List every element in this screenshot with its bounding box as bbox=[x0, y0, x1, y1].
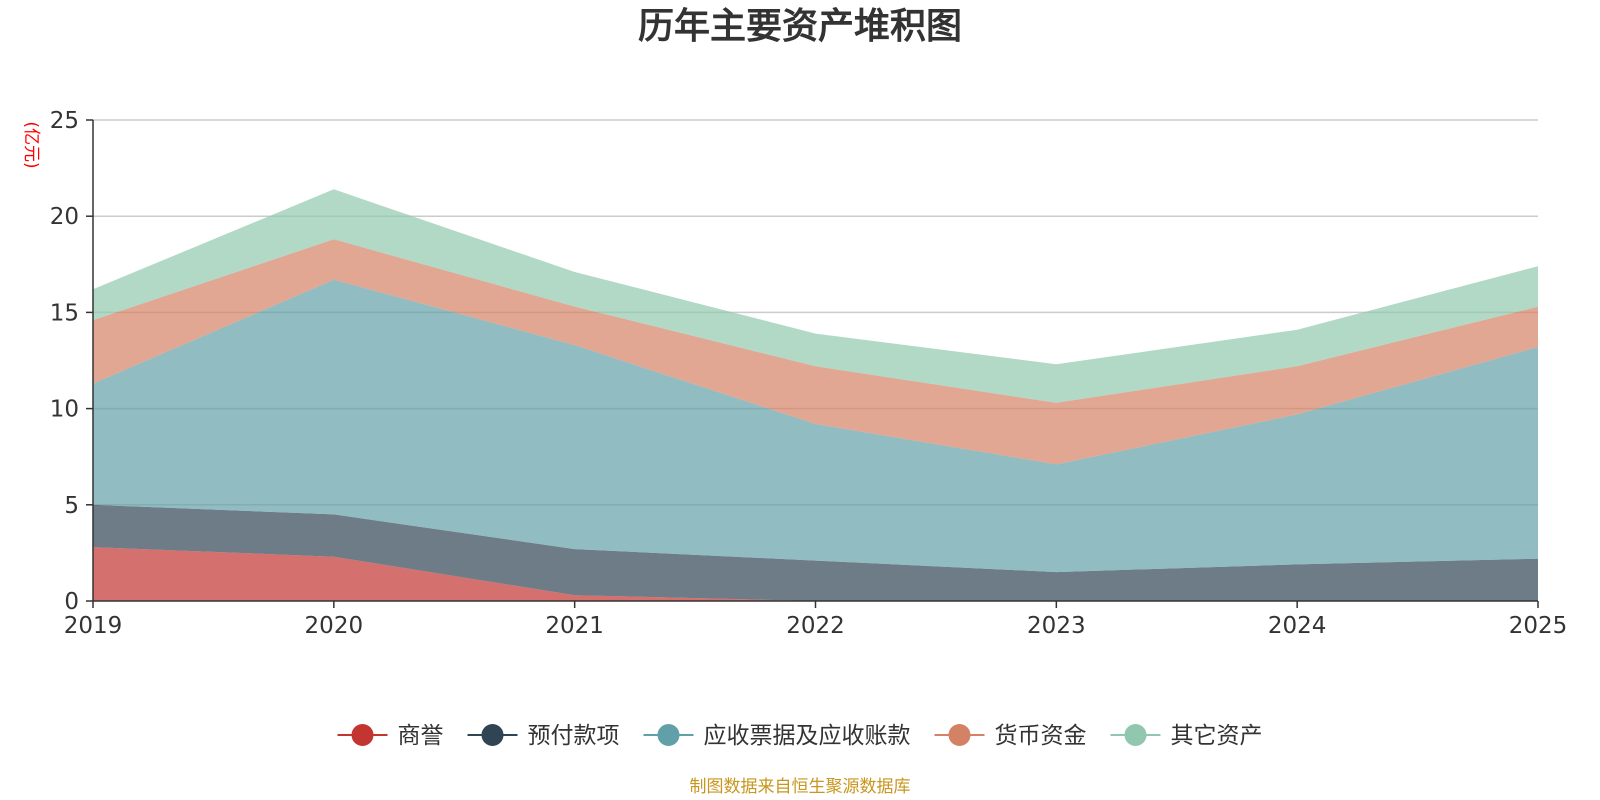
area-series-4 bbox=[93, 239, 1538, 465]
legend-marker bbox=[351, 724, 374, 746]
area-series-2 bbox=[93, 504, 1538, 601]
y-tick-label: 20 bbox=[50, 204, 79, 230]
legend-marker bbox=[1124, 724, 1147, 746]
legend-marker bbox=[657, 724, 680, 746]
legend-item[interactable]: 其它资产 bbox=[1110, 723, 1263, 749]
legend-label: 商誉 bbox=[398, 723, 444, 749]
legend: 商誉 预付款项 应收票据及应收账款 货币资金 其它资产 bbox=[337, 723, 1263, 749]
y-tick-label: 15 bbox=[50, 300, 79, 326]
legend-marker bbox=[481, 724, 504, 746]
legend-item[interactable]: 商誉 bbox=[337, 723, 444, 749]
y-tick-label: 0 bbox=[64, 589, 79, 615]
x-tick-label: 2019 bbox=[64, 613, 123, 639]
legend-marker bbox=[948, 724, 971, 746]
area-series-3 bbox=[93, 279, 1538, 573]
legend-item[interactable]: 应收票据及应收账款 bbox=[643, 723, 911, 749]
legend-label: 货币资金 bbox=[995, 723, 1087, 749]
area-series bbox=[93, 189, 1538, 601]
legend-item[interactable]: 预付款项 bbox=[467, 723, 620, 749]
legend-label: 其它资产 bbox=[1171, 723, 1263, 749]
legend-label: 预付款项 bbox=[528, 723, 620, 749]
area-series-5 bbox=[93, 189, 1538, 403]
x-tick-label: 2025 bbox=[1509, 613, 1568, 639]
y-tick-label: 5 bbox=[64, 493, 79, 519]
area-series-1 bbox=[93, 547, 1538, 601]
x-tick-label: 2021 bbox=[545, 613, 604, 639]
y-tick-label: 25 bbox=[50, 108, 79, 134]
source-note: 制图数据来自恒生聚源数据库 bbox=[690, 777, 911, 797]
y-tick-label: 10 bbox=[50, 397, 79, 423]
x-tick-label: 2023 bbox=[1027, 613, 1086, 639]
x-tick-label: 2024 bbox=[1268, 613, 1327, 639]
legend-item[interactable]: 货币资金 bbox=[934, 723, 1087, 749]
y-axis-unit-label: (亿元) bbox=[21, 121, 41, 168]
chart-title: 历年主要资产堆积图 bbox=[638, 6, 962, 47]
x-tick-label: 2020 bbox=[305, 613, 364, 639]
legend-label: 应收票据及应收账款 bbox=[704, 723, 911, 749]
x-tick-label: 2022 bbox=[786, 613, 845, 639]
